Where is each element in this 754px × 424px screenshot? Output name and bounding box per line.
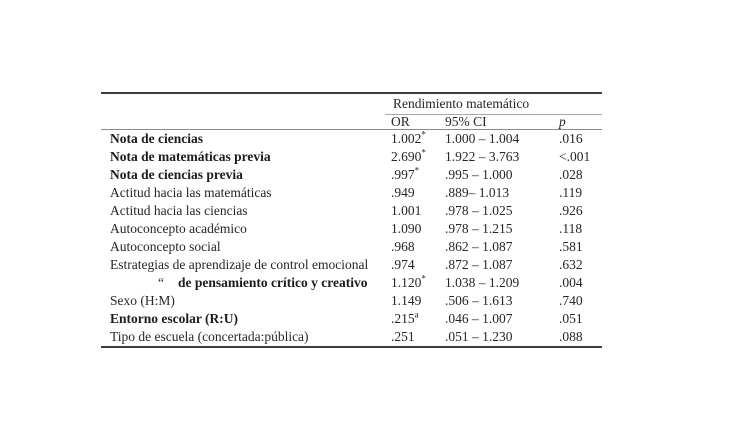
or-value: .251 — [391, 329, 415, 344]
p-value: <.001 — [559, 149, 591, 164]
row-label: Autoconcepto académico — [110, 221, 247, 236]
p-value: .016 — [559, 131, 583, 146]
row-label: Estrategias de aprendizaje de control em… — [110, 257, 369, 272]
spanner-spacer — [101, 94, 385, 115]
ditto-mark: “ — [158, 275, 164, 290]
or-value: .974 — [391, 257, 415, 272]
or-value: 1.120* — [391, 273, 426, 290]
header-spacer — [101, 114, 385, 129]
or-value: 2.690* — [391, 147, 426, 164]
ci-value: .978 – 1.025 — [445, 203, 513, 218]
ci-value: .978 – 1.215 — [445, 221, 513, 236]
column-header-ci: 95% CI — [445, 114, 487, 129]
significance-marker: * — [421, 129, 426, 140]
table-header-row: OR 95% CI p — [101, 114, 602, 130]
table-row: Autoconcepto académico 1.090 .978 – 1.21… — [101, 220, 602, 238]
row-label: Actitud hacia las ciencias — [110, 203, 248, 218]
table-row: Nota de ciencias 1.002* 1.000 – 1.004 .0… — [101, 130, 602, 148]
p-value: .051 — [559, 311, 583, 326]
or-value: .968 — [391, 239, 415, 254]
table-spanner-row: Rendimiento matemático — [101, 94, 602, 115]
p-value: .740 — [559, 293, 583, 308]
ci-value: .995 – 1.000 — [445, 167, 513, 182]
table-row: Autoconcepto social .968 .862 – 1.087 .5… — [101, 238, 602, 256]
table-row: Estrategias de aprendizaje de control em… — [101, 256, 602, 274]
p-value: .119 — [559, 185, 583, 200]
or-value: .949 — [391, 185, 415, 200]
row-label: Sexo (H:M) — [110, 293, 175, 308]
p-value: .028 — [559, 167, 583, 182]
table-row: Actitud hacia las matemáticas .949 .889–… — [101, 184, 602, 202]
significance-marker: * — [421, 147, 426, 158]
results-table: Rendimiento matemático OR 95% CI p Nota … — [101, 92, 602, 348]
significance-marker: * — [421, 273, 426, 284]
or-value: 1.001 — [391, 203, 422, 218]
ci-value: .889– 1.013 — [445, 185, 510, 200]
table-row: “de pensamiento crítico y creativo 1.120… — [101, 274, 602, 292]
row-label: Actitud hacia las matemáticas — [110, 185, 272, 200]
row-label: Entorno escolar (R:U) — [110, 311, 238, 326]
p-value: .926 — [559, 203, 583, 218]
ci-value: .506 – 1.613 — [445, 293, 513, 308]
or-value: .997* — [391, 165, 420, 182]
table-row: Actitud hacia las ciencias 1.001 .978 – … — [101, 202, 602, 220]
table-row: Nota de ciencias previa .997* .995 – 1.0… — [101, 166, 602, 184]
ci-value: 1.000 – 1.004 — [445, 131, 520, 146]
or-value: .215a — [391, 309, 419, 326]
significance-marker: * — [414, 165, 420, 176]
p-value: .118 — [559, 221, 583, 236]
table-row: Tipo de escuela (concertada:pública) .25… — [101, 328, 602, 346]
ci-value: .862 – 1.087 — [445, 239, 513, 254]
column-header-p: p — [559, 114, 566, 129]
ci-value: .046 – 1.007 — [445, 311, 513, 326]
ci-value: .051 – 1.230 — [445, 329, 513, 344]
ci-value: 1.922 – 3.763 — [445, 149, 520, 164]
row-label: Nota de matemáticas previa — [110, 149, 271, 164]
p-value: .088 — [559, 329, 583, 344]
footnote-marker: a — [414, 309, 419, 320]
table-row: Nota de matemáticas previa 2.690* 1.922 … — [101, 148, 602, 166]
p-value: .581 — [559, 239, 583, 254]
or-value: 1.149 — [391, 293, 422, 308]
row-label: Nota de ciencias previa — [110, 167, 243, 182]
column-header-or: OR — [391, 114, 410, 129]
ci-value: .872 – 1.087 — [445, 257, 513, 272]
row-label: Nota de ciencias — [110, 131, 203, 146]
table-row: Entorno escolar (R:U) .215a .046 – 1.007… — [101, 310, 602, 328]
p-value: .632 — [559, 257, 583, 272]
spanner-heading: Rendimiento matemático — [385, 94, 602, 115]
row-label: Autoconcepto social — [110, 239, 221, 254]
row-label: “de pensamiento crítico y creativo — [158, 275, 368, 290]
p-value: .004 — [559, 275, 583, 290]
or-value: 1.002* — [391, 129, 426, 146]
row-label: Tipo de escuela (concertada:pública) — [110, 329, 309, 344]
table-row: Sexo (H:M) 1.149 .506 – 1.613 .740 — [101, 292, 602, 310]
ci-value: 1.038 – 1.209 — [445, 275, 520, 290]
or-value: 1.090 — [391, 221, 422, 236]
